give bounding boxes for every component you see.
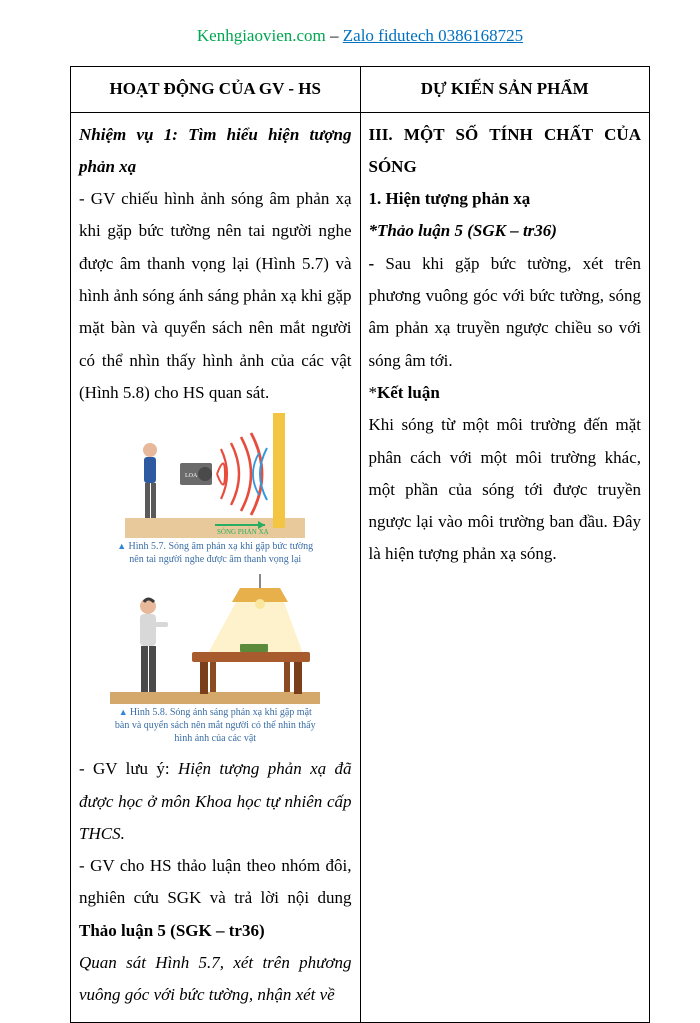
svg-text:LOA: LOA [185,473,198,479]
right-h4: 1. Hiện tượng phản xạ [369,183,642,215]
left-p2: - GV lưu ý: Hiện tượng phản xạ đã được h… [79,753,352,850]
left-p3: - GV cho HS thảo luận theo nhóm đôi, ngh… [79,850,352,947]
right-h3: III. MỘT SỐ TÍNH CHẤT CỦA SÓNG [369,119,642,184]
figure-5-8-caption: ▲ Hình 5.8. Sóng ánh sáng phản xạ khi gặ… [110,706,320,745]
svg-text:SÓNG PHẢN XẠ: SÓNG PHẢN XẠ [217,528,269,536]
figure-5-7-caption: ▲ Hình 5.7. Sóng âm phản xạ khi gặp bức … [110,540,320,566]
left-p1: - GV chiếu hình ảnh sóng âm phản xạ khi … [79,183,352,409]
site-name: Kenhgiaovien.com [197,26,326,45]
cell-products: III. MỘT SỐ TÍNH CHẤT CỦA SÓNG 1. Hiện t… [360,112,650,1022]
col-header-right: DỰ KIẾN SẢN PHẨM [360,67,650,112]
zalo-link[interactable]: Zalo fidutech 0386168725 [343,26,523,45]
left-p4: Quan sát Hình 5.7, xét trên phương vuông… [79,947,352,1012]
sound-reflection-svg: LOA [125,413,305,538]
task-title: Nhiệm vụ 1: Tìm hiểu hiện tượng phản xạ [79,119,352,184]
light-reflection-svg [110,574,320,704]
header-dash: – [326,26,343,45]
page-header: Kenhgiaovien.com – Zalo fidutech 0386168… [70,20,650,52]
right-p2: Khi sóng từ một môi trường đến mặt phân … [369,409,642,570]
col-header-left: HOẠT ĐỘNG CỦA GV - HS [71,67,361,112]
right-concl: *Kết luận [369,377,642,409]
figure-5-8 [79,574,352,704]
right-p1: - Sau khi gặp bức tường, xét trên phương… [369,248,642,377]
lesson-table: HOẠT ĐỘNG CỦA GV - HS DỰ KIẾN SẢN PHẨM N… [70,66,650,1022]
figure-5-7: LOA [79,413,352,538]
cell-activities: Nhiệm vụ 1: Tìm hiểu hiện tượng phản xạ … [71,112,361,1022]
right-ref: *Thảo luận 5 (SGK – tr36) [369,215,642,247]
